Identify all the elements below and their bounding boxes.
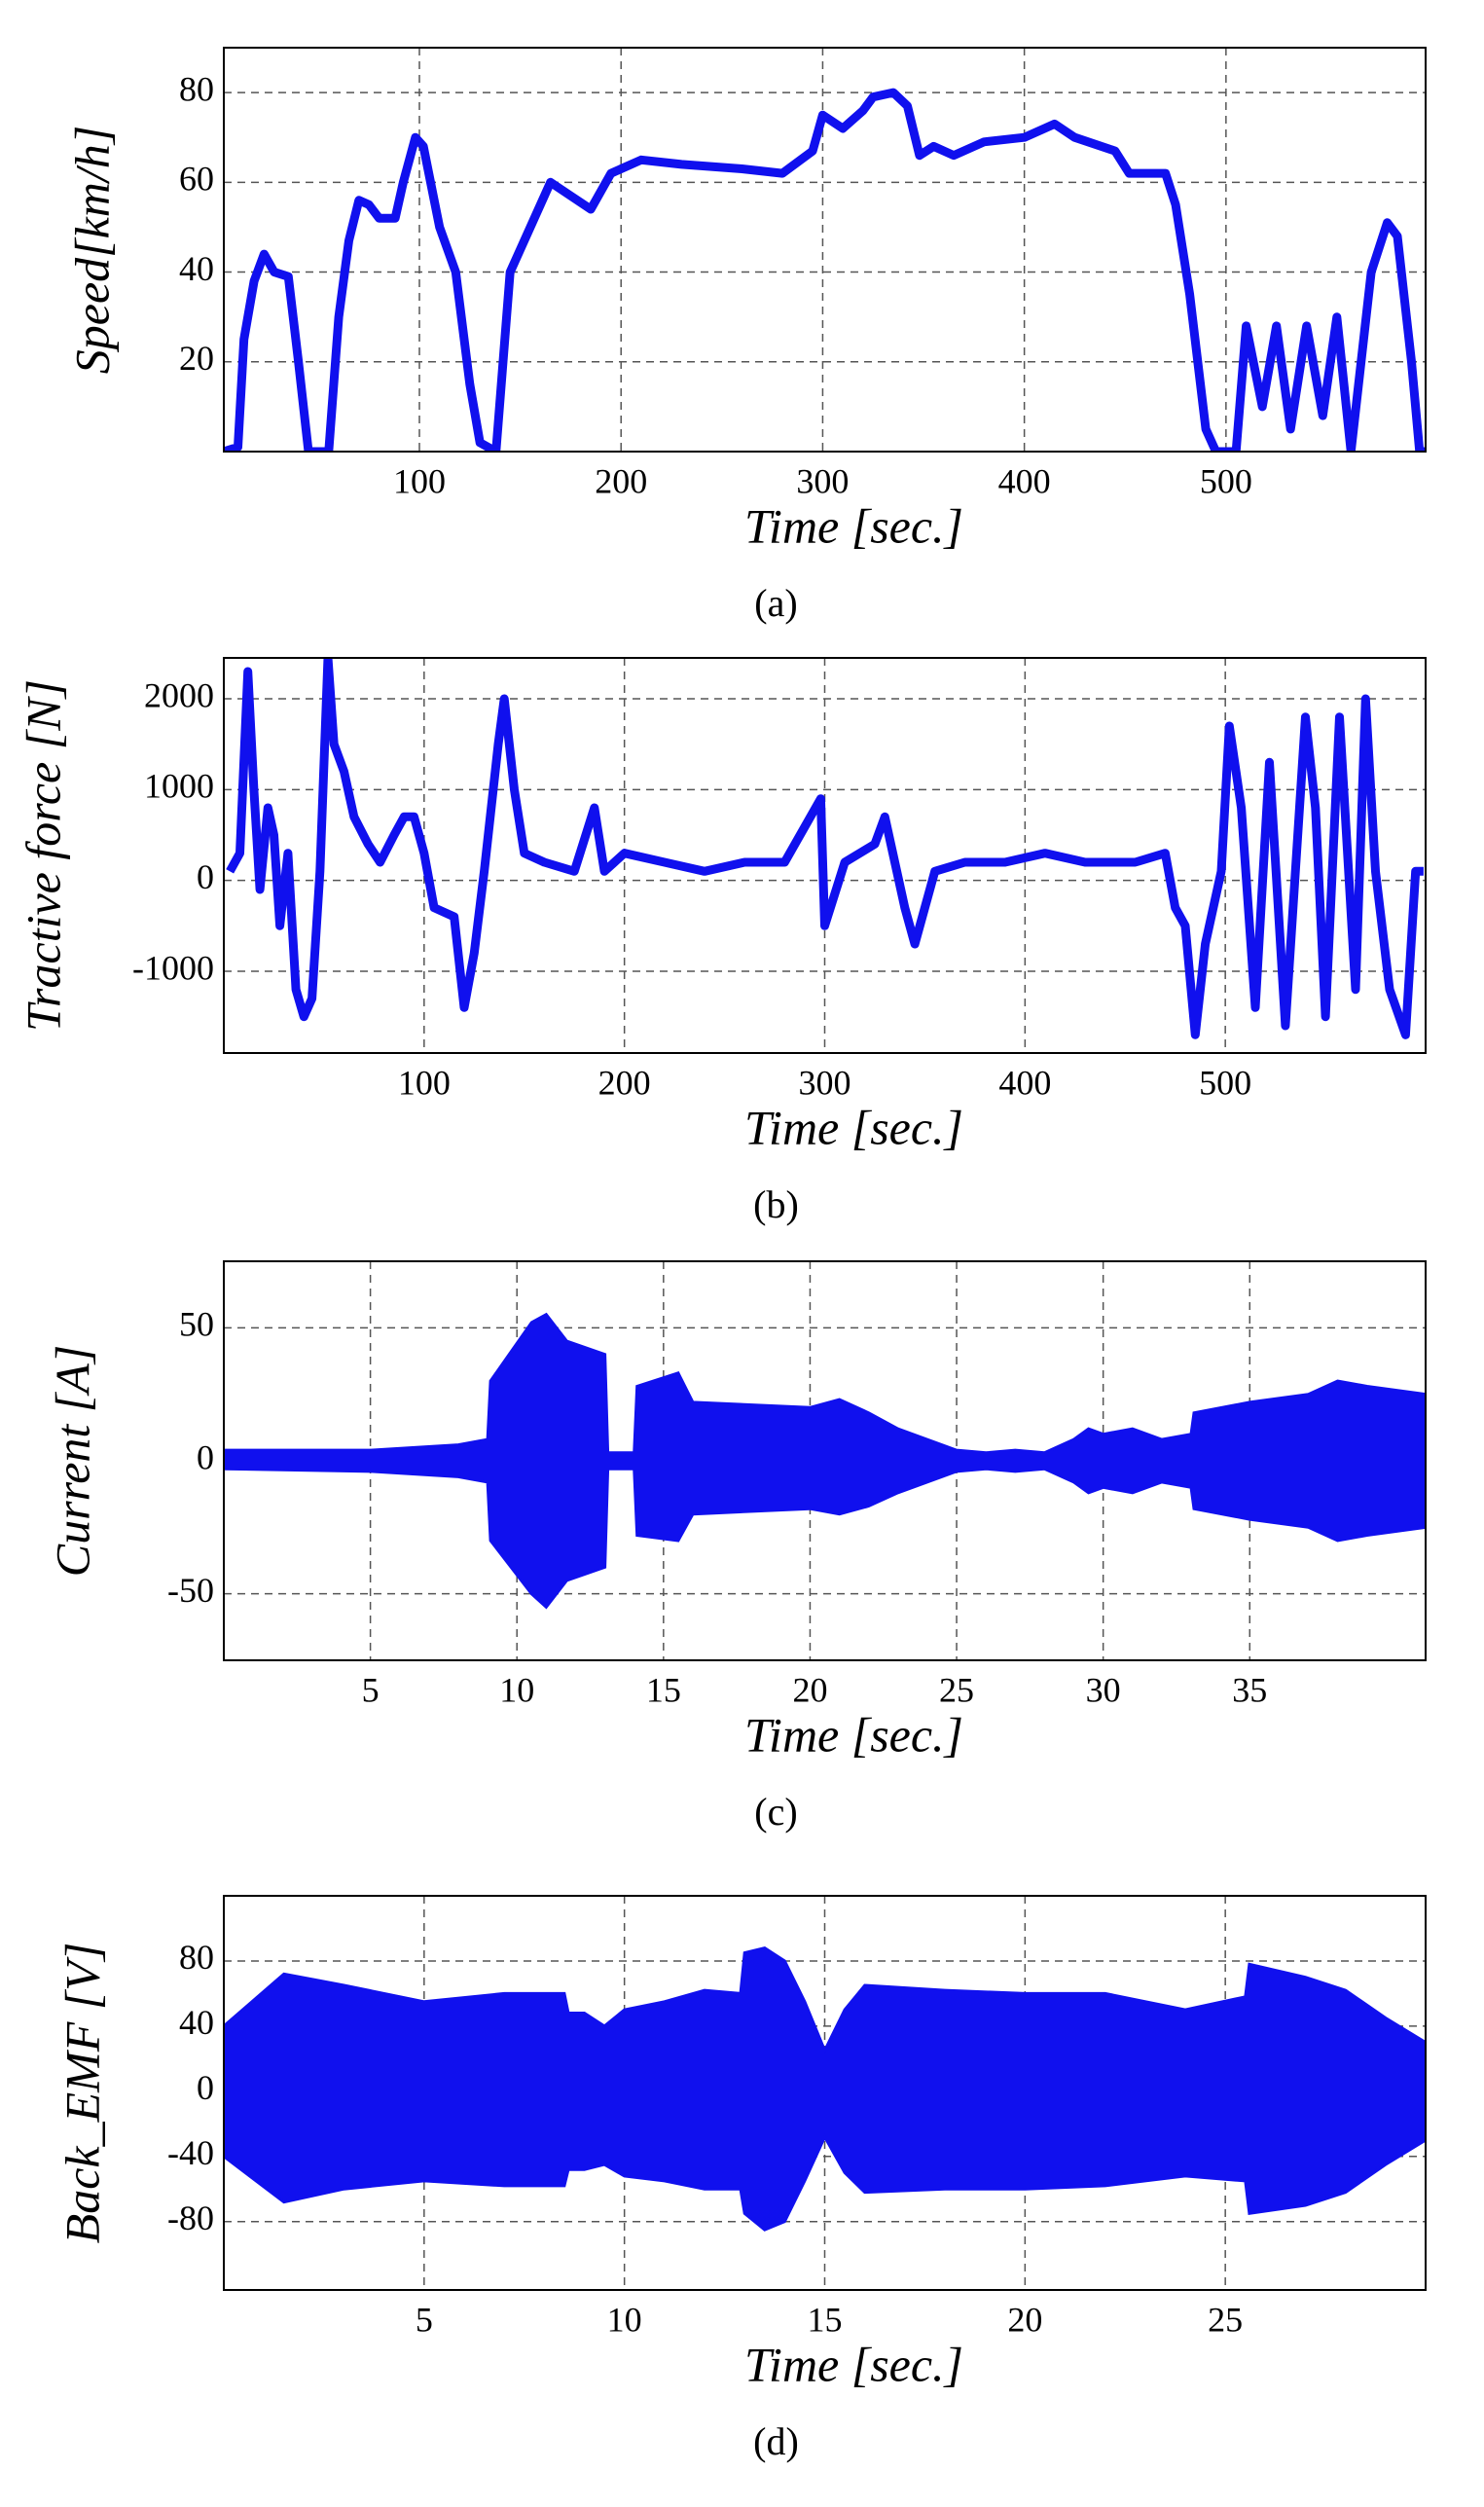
chart-panel: 100 200 300 400 500 20 40 60 80 Time [sec.] Speed[… (64, 47, 1427, 625)
x-tick-label: 100 (393, 461, 446, 500)
x-tick-label: 300 (799, 1063, 851, 1102)
x-tick-label: 15 (646, 1670, 681, 1709)
caption: (c) (754, 1790, 797, 1834)
x-tick-label: 10 (607, 2300, 642, 2339)
y-axis-label: Current [A] (45, 1345, 99, 1577)
plot-frame (223, 47, 1427, 453)
data-line (226, 658, 1424, 1039)
y-tick-label: 40 (179, 249, 214, 288)
plot-frame (223, 1260, 1427, 1661)
x-tick-label: 200 (595, 461, 647, 500)
y-tick-label: 2000 (144, 675, 214, 714)
x-tick-label: 20 (1007, 2300, 1042, 2339)
x-tick-label: 500 (1199, 1063, 1251, 1102)
y-tick-label: 0 (197, 857, 214, 896)
x-axis-label: Time [sec.] (744, 1707, 963, 1762)
y-tick-label: 60 (179, 160, 214, 199)
x-tick-label: 20 (792, 1670, 827, 1709)
x-tick-label: 100 (398, 1063, 451, 1102)
y-tick-label: 0 (197, 1437, 214, 1476)
x-tick-label: 10 (499, 1670, 534, 1709)
x-tick-label: 400 (998, 461, 1051, 500)
y-tick-label: 20 (179, 339, 214, 378)
x-tick-label: 5 (416, 2300, 433, 2339)
y-tick-label: 80 (179, 1938, 214, 1977)
x-tick-label: 300 (796, 461, 849, 500)
caption: (d) (753, 2419, 799, 2463)
x-tick-label: 15 (808, 2300, 843, 2339)
y-tick-label: -50 (167, 1571, 214, 1610)
envelope-area (224, 1459, 1426, 1610)
x-axis-label: Time [sec.] (744, 498, 963, 553)
x-tick-label: 200 (598, 1063, 651, 1102)
plot-frame (223, 657, 1427, 1054)
y-tick-label: 0 (197, 2068, 214, 2107)
x-tick-label: 25 (939, 1670, 974, 1709)
x-tick-label: 35 (1232, 1670, 1267, 1709)
y-tick-label: 40 (179, 2003, 214, 2042)
y-axis-label: Tractive force [N] (16, 679, 70, 1032)
x-tick-label: 400 (998, 1063, 1051, 1102)
y-tick-label: -40 (167, 2133, 214, 2172)
envelope-area (224, 2089, 1426, 2232)
y-axis-label: Back_EMF [V] (54, 1943, 109, 2244)
y-tick-label: -80 (167, 2198, 214, 2237)
x-tick-label: 30 (1086, 1670, 1121, 1709)
caption: (b) (753, 1182, 799, 1226)
chart-panel: 5 10 15 20 25 -80 -40 0 40 80 Time [sec.] Back_EMF … (54, 1895, 1427, 2463)
plot-frame (223, 1895, 1427, 2291)
y-tick-label: 80 (179, 69, 214, 108)
x-tick-label: 500 (1200, 461, 1252, 500)
x-axis-label: Time [sec.] (744, 2337, 963, 2391)
x-axis-label: Time [sec.] (744, 1100, 963, 1154)
chart-panel: 5 10 15 20 25 30 35 -50 0 50 Time [sec.] Current [A… (45, 1260, 1427, 1834)
envelope-area (224, 1312, 1426, 1463)
x-tick-label: 25 (1208, 2300, 1243, 2339)
y-tick-label: -1000 (132, 948, 214, 987)
data-line (224, 88, 1426, 452)
envelope-area (224, 1945, 1426, 2093)
y-axis-label: Speed[km/h] (64, 126, 119, 375)
y-tick-label: 1000 (144, 767, 214, 806)
chart-panel: 100 200 300 400 500 -1000 0 1000 2000 Time [sec.]… (16, 657, 1427, 1226)
y-tick-label: 50 (179, 1305, 214, 1344)
x-tick-label: 5 (362, 1670, 380, 1709)
caption: (a) (754, 581, 797, 625)
